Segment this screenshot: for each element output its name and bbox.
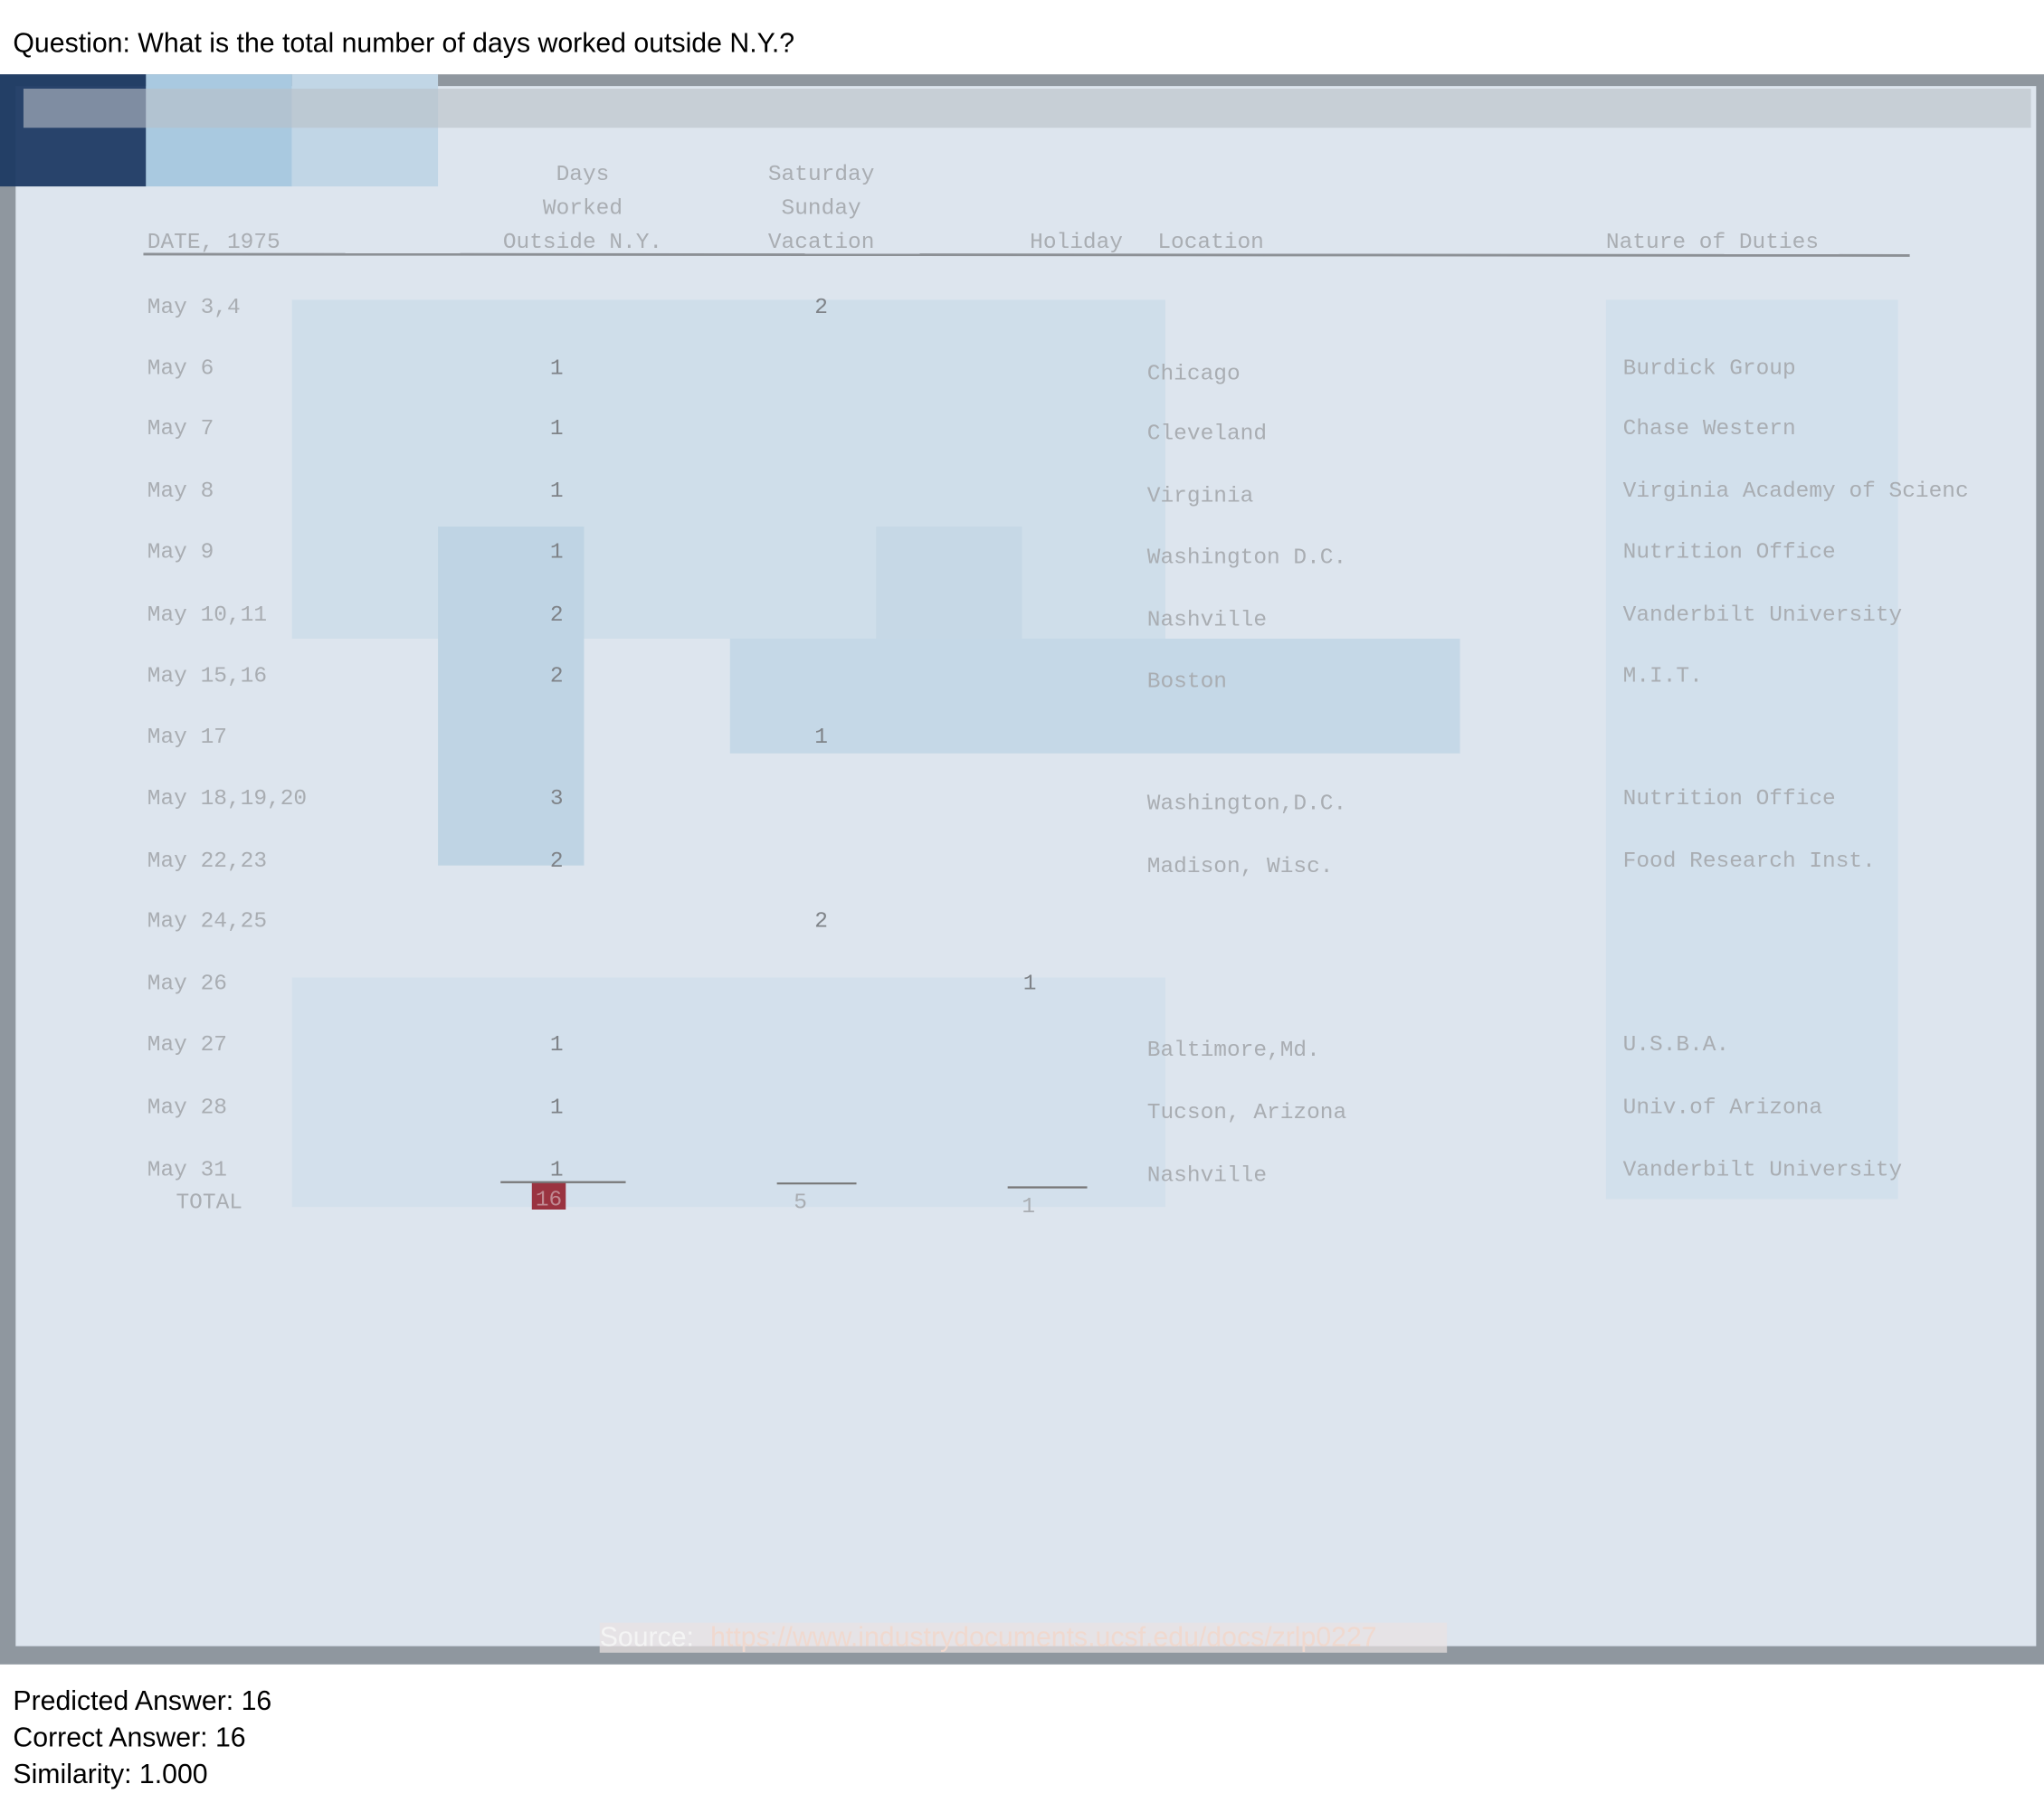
cell-text: May 10,11 — [147, 603, 267, 628]
cell-text: Baltimore,Md. — [1147, 1039, 1320, 1063]
similarity: Similarity: 1.000 — [13, 1760, 207, 1789]
cell-number: 2 — [814, 909, 828, 934]
cell-number: 3 — [550, 787, 564, 811]
cell-number: 1 — [550, 1033, 564, 1058]
question: Question: What is the total number of da… — [13, 29, 794, 59]
cell-text: Tucson, Arizona — [1147, 1101, 1346, 1125]
source-label: Source: — [600, 1623, 694, 1653]
correct-answer: Correct Answer: 16 — [13, 1723, 245, 1753]
document-table: DATE, 1975 Days Worked Outside N.Y. Saturday… — [147, 163, 1969, 1219]
cell-text: Nutrition Office — [1623, 541, 1836, 565]
cell-text: May 8 — [147, 479, 214, 504]
cell-text: May 31 — [147, 1159, 227, 1183]
cell-text: Burdick Group — [1623, 357, 1796, 382]
cell-text: May 15,16 — [147, 665, 267, 689]
cell-number: 1 — [1023, 973, 1037, 997]
column-header: Worked — [543, 196, 623, 221]
cell-text: May 9 — [147, 541, 214, 565]
cell-text: May 6 — [147, 357, 214, 382]
document-image: DATE, 1975 Days Worked Outside N.Y. Saturday… — [0, 74, 2044, 1665]
cell-text: May 24,25 — [147, 909, 267, 934]
column-header: Vacation — [768, 231, 875, 255]
cell-number: 2 — [550, 665, 564, 689]
cell-text: Chase Western — [1623, 417, 1796, 441]
cell-text: Vanderbilt University — [1623, 603, 1903, 628]
source-url: https://www.industrydocuments.ucsf.edu/d… — [710, 1623, 1376, 1653]
cell-number: 1 — [814, 726, 828, 750]
cell-text: Vanderbilt University — [1623, 1159, 1903, 1183]
cell-text: Chicago — [1147, 362, 1241, 386]
cell-text: Virginia — [1147, 485, 1254, 509]
column-header: Outside N.Y. — [503, 231, 662, 255]
cell-text: May 7 — [147, 417, 214, 441]
cell-text: Boston — [1147, 669, 1227, 694]
total-holiday: 1 — [1022, 1195, 1035, 1219]
column-header: Holiday — [1030, 231, 1123, 255]
cell-number: 2 — [550, 603, 564, 628]
cell-text: May 26 — [147, 973, 227, 997]
predicted-answer: Predicted Answer: 16 — [13, 1686, 271, 1716]
column-header: Days — [556, 163, 610, 187]
cell-number: 1 — [550, 1159, 564, 1183]
cell-number: 1 — [550, 479, 564, 504]
column-header: Nature of Duties — [1606, 231, 1819, 255]
total-label: TOTAL — [176, 1191, 242, 1216]
cell-text: Nashville — [1147, 1163, 1267, 1188]
cell-text: May 27 — [147, 1033, 227, 1058]
cell-text: M.I.T. — [1623, 665, 1703, 689]
total-weekend: 5 — [794, 1191, 807, 1216]
cell-number: 1 — [550, 357, 564, 382]
cell-number: 2 — [814, 296, 828, 320]
total-days: 16 — [536, 1189, 562, 1213]
cell-text: Univ.of Arizona — [1623, 1096, 1822, 1120]
cell-text: Madison, Wisc. — [1147, 855, 1334, 879]
column-header: Saturday — [768, 163, 875, 187]
cell-text: Nutrition Office — [1623, 787, 1836, 811]
cell-number: 1 — [550, 1096, 564, 1120]
cell-text: Cleveland — [1147, 422, 1267, 447]
cell-text: May 22,23 — [147, 849, 267, 874]
cell-text: Food Research Inst. — [1623, 849, 1876, 874]
column-header: Location — [1157, 231, 1264, 255]
cell-number: 1 — [550, 541, 564, 565]
cell-text: Virginia Academy of Scienc — [1623, 479, 1969, 504]
cell-text: Washington D.C. — [1147, 546, 1346, 570]
cell-number: 1 — [550, 417, 564, 441]
cell-text: May 28 — [147, 1096, 227, 1120]
cell-text: May 17 — [147, 726, 227, 750]
cell-number: 2 — [550, 849, 564, 874]
cell-text: May 18,19,20 — [147, 787, 307, 811]
column-header: DATE, 1975 — [147, 231, 280, 255]
cell-text: Nashville — [1147, 609, 1267, 633]
column-header: Sunday — [782, 196, 861, 221]
cell-text: May 3,4 — [147, 296, 241, 320]
cell-text: U.S.B.A. — [1623, 1033, 1730, 1058]
cell-text: Washington,D.C. — [1147, 792, 1346, 817]
